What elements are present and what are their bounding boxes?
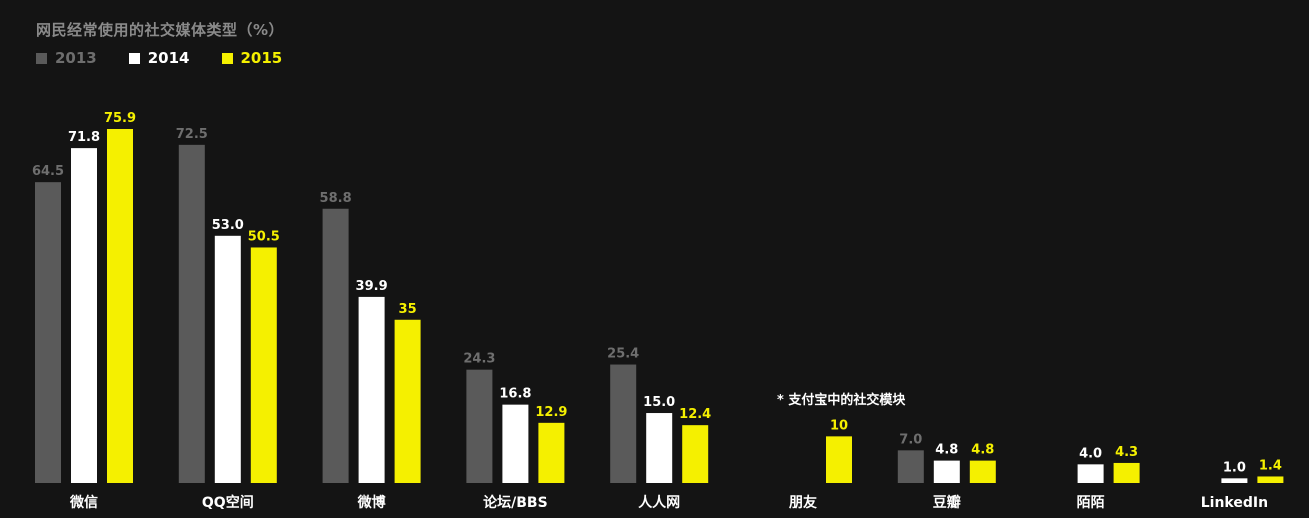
data-label-2013-1: 72.5 (176, 127, 208, 142)
data-label-2013-4: 25.4 (607, 347, 639, 362)
category-label-7: 陌陌 (1077, 495, 1105, 511)
legend-item-2014: 2014 (128, 49, 190, 67)
data-label-2015-3: 12.9 (535, 405, 567, 420)
bar-2014-8 (1221, 478, 1248, 483)
data-label-2014-0: 71.8 (68, 130, 100, 145)
category-label-5: 朋友 (788, 494, 817, 511)
bar-2014-3 (502, 404, 529, 483)
bar-2013-6 (897, 450, 924, 483)
legend-item-2013: 2013 (36, 49, 97, 67)
data-label-2015-1: 50.5 (248, 229, 280, 244)
bar-2014-2 (358, 296, 385, 483)
bar-2015-8 (1257, 476, 1284, 483)
data-label-2013-3: 24.3 (463, 352, 495, 367)
data-label-2015-0: 75.9 (104, 111, 136, 126)
bar-2014-4 (646, 413, 673, 483)
data-label-2015-2: 35 (399, 302, 417, 317)
bar-2014-0 (71, 148, 97, 483)
category-label-3: 论坛/BBS (483, 494, 548, 511)
bar-2013-3 (466, 369, 493, 483)
data-label-2014-1: 53.0 (212, 218, 244, 233)
data-label-2014-2: 39.9 (356, 279, 388, 294)
data-label-2014-7: 4.0 (1079, 446, 1102, 461)
category-label-0: 微信 (69, 494, 98, 511)
data-label-2014-3: 16.8 (499, 387, 531, 402)
data-label-2015-7: 4.3 (1115, 445, 1138, 460)
data-label-2015-8: 1.4 (1259, 458, 1282, 473)
bar-2013-1 (178, 144, 205, 483)
bar-2014-7 (1077, 464, 1104, 483)
category-label-1: QQ空间 (202, 494, 254, 511)
legend-swatch-2014 (128, 52, 140, 64)
category-label-4: 人人网 (638, 494, 680, 511)
data-label-2014-6: 4.8 (935, 443, 958, 458)
legend-item-2015: 2015 (221, 49, 283, 67)
legend-label-2014: 2014 (147, 49, 190, 67)
footnote: * 支付宝中的社交模块 (777, 393, 906, 408)
bar-2013-2 (322, 208, 349, 483)
bar-2014-1 (214, 235, 241, 483)
bar-2015-7 (1113, 462, 1140, 483)
legend-swatch-2013 (36, 52, 47, 64)
data-label-2014-8: 1.0 (1223, 460, 1246, 475)
bar-2015-3 (538, 422, 565, 483)
data-label-2015-6: 4.8 (971, 443, 994, 458)
legend-label-2015: 2015 (240, 49, 283, 67)
data-label-2013-0: 64.5 (32, 164, 64, 179)
chart-title: 网民经常使用的社交媒体类型（%） (36, 21, 285, 39)
bar-2015-1 (250, 247, 277, 483)
data-label-2013-2: 58.8 (320, 191, 352, 206)
data-label-2014-4: 15.0 (643, 395, 675, 410)
legend: 2013 2014 2015 (36, 49, 314, 67)
category-label-2: 微博 (357, 494, 386, 511)
data-label-2013-6: 7.0 (899, 432, 922, 447)
legend-swatch-2015 (221, 52, 233, 64)
bar-2015-0 (107, 129, 133, 483)
bar-2013-0 (35, 182, 61, 483)
data-label-2015-5: 10 (830, 418, 848, 433)
bar-2013-4 (610, 364, 637, 483)
bar-2015-4 (682, 425, 709, 483)
bar-2015-5 (826, 436, 852, 483)
bar-2015-6 (969, 460, 996, 483)
category-label-6: 豆瓣 (933, 494, 961, 511)
legend-label-2013: 2013 (55, 49, 97, 67)
bar-2014-6 (933, 460, 960, 483)
bar-2015-2 (394, 319, 421, 483)
data-label-2015-4: 12.4 (679, 407, 711, 422)
category-label-8: LinkedIn (1201, 495, 1268, 511)
